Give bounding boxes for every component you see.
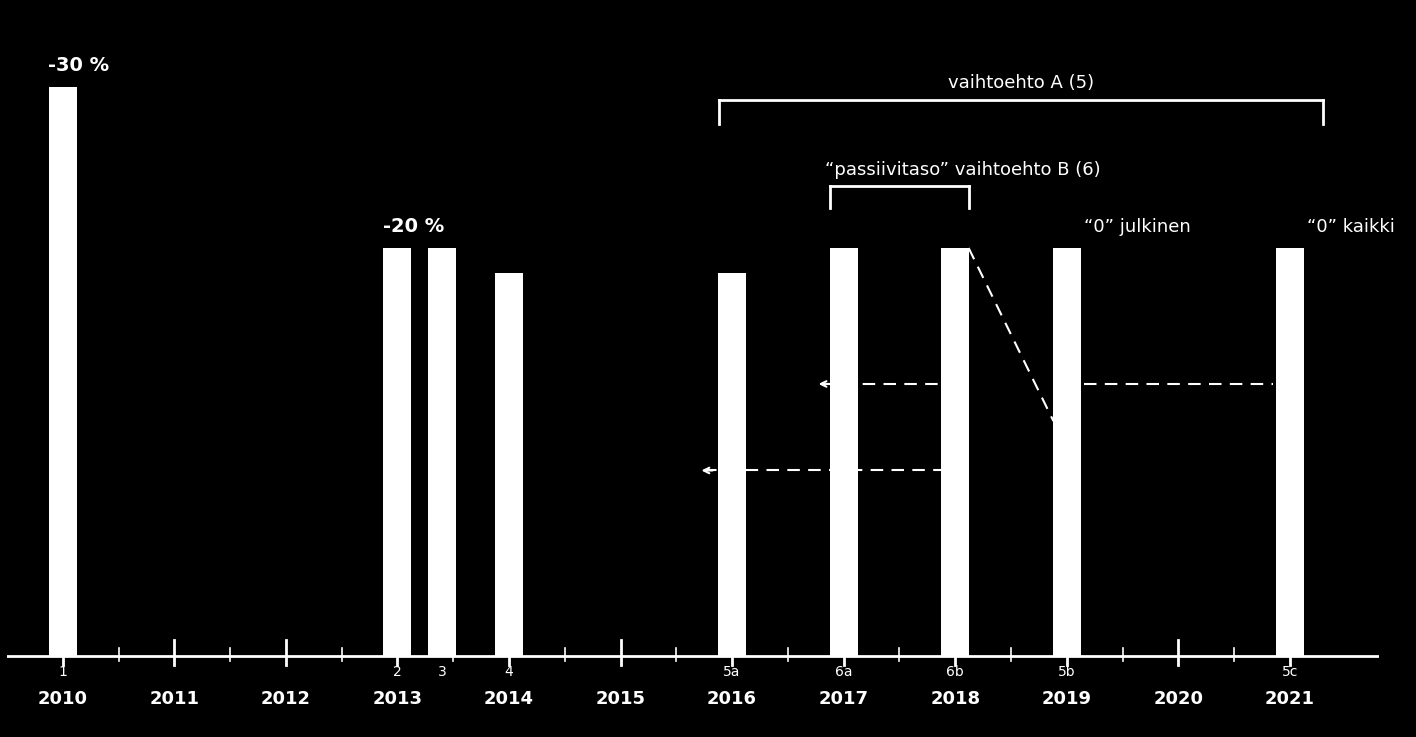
Text: 5a: 5a [724,666,741,680]
Text: vaihtoehto A (5): vaihtoehto A (5) [947,74,1095,92]
Text: 2011: 2011 [149,690,200,708]
Bar [428,248,456,656]
Text: 2015: 2015 [596,690,646,708]
Text: -30 %: -30 % [48,56,109,75]
Text: 2021: 2021 [1264,690,1315,708]
Text: 1: 1 [58,666,67,680]
Text: 2: 2 [394,666,402,680]
Bar [718,273,746,656]
Text: 4: 4 [504,666,514,680]
Text: 5c: 5c [1281,666,1298,680]
Bar [942,248,969,656]
Text: 2013: 2013 [372,690,422,708]
Text: 2018: 2018 [930,690,980,708]
Text: 2017: 2017 [818,690,868,708]
Text: -20 %: -20 % [382,217,445,236]
Text: 2020: 2020 [1154,690,1204,708]
Bar [830,248,858,656]
Text: 2010: 2010 [38,690,88,708]
Text: “passiivitaso” vaihtoehto B (6): “passiivitaso” vaihtoehto B (6) [824,161,1100,179]
Bar [1054,248,1080,656]
Bar [1276,248,1304,656]
Text: “0” kaikki: “0” kaikki [1307,217,1395,236]
Text: “0” julkinen: “0” julkinen [1083,217,1191,236]
Text: 2016: 2016 [707,690,758,708]
Bar [496,273,523,656]
Bar [48,87,76,656]
Text: 3: 3 [438,666,446,680]
Text: 2012: 2012 [261,690,312,708]
Text: 2019: 2019 [1042,690,1092,708]
Text: 6b: 6b [946,666,964,680]
Text: 6a: 6a [835,666,852,680]
Text: 5b: 5b [1058,666,1076,680]
Bar [384,248,412,656]
Text: 2014: 2014 [484,690,534,708]
